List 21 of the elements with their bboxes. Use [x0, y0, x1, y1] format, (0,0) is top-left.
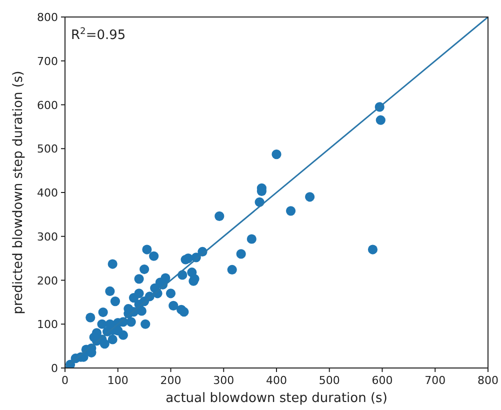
y-tick-label: 700	[37, 54, 58, 68]
x-axis-title: actual blowdown step duration (s)	[166, 391, 388, 406]
y-tick-label: 100	[37, 318, 58, 332]
x-tick-label: 500	[318, 374, 340, 387]
y-tick-label: 200	[37, 274, 58, 288]
y-tick-label: 300	[37, 230, 58, 244]
y-tick-label: 800	[37, 11, 58, 24]
x-tick-label: 800	[478, 374, 498, 387]
y-axis-title: predicted blowdown step duration (s)	[11, 70, 26, 314]
x-tick-label: 200	[160, 374, 182, 387]
x-tick-label: 300	[213, 374, 234, 387]
x-tick-label: 100	[107, 374, 128, 387]
y-tick-label: 0	[51, 362, 58, 375]
x-tick-label: 0	[62, 374, 68, 387]
annotation: R$^{2}$=0.95	[71, 27, 126, 43]
y-tick-label: 600	[37, 98, 58, 112]
y-tick-label: 400	[37, 186, 58, 200]
y-tick-label: 500	[37, 142, 58, 156]
x-tick-label: 400	[266, 374, 287, 387]
x-tick-label: 700	[424, 374, 446, 387]
x-tick-label: 600	[372, 374, 393, 387]
